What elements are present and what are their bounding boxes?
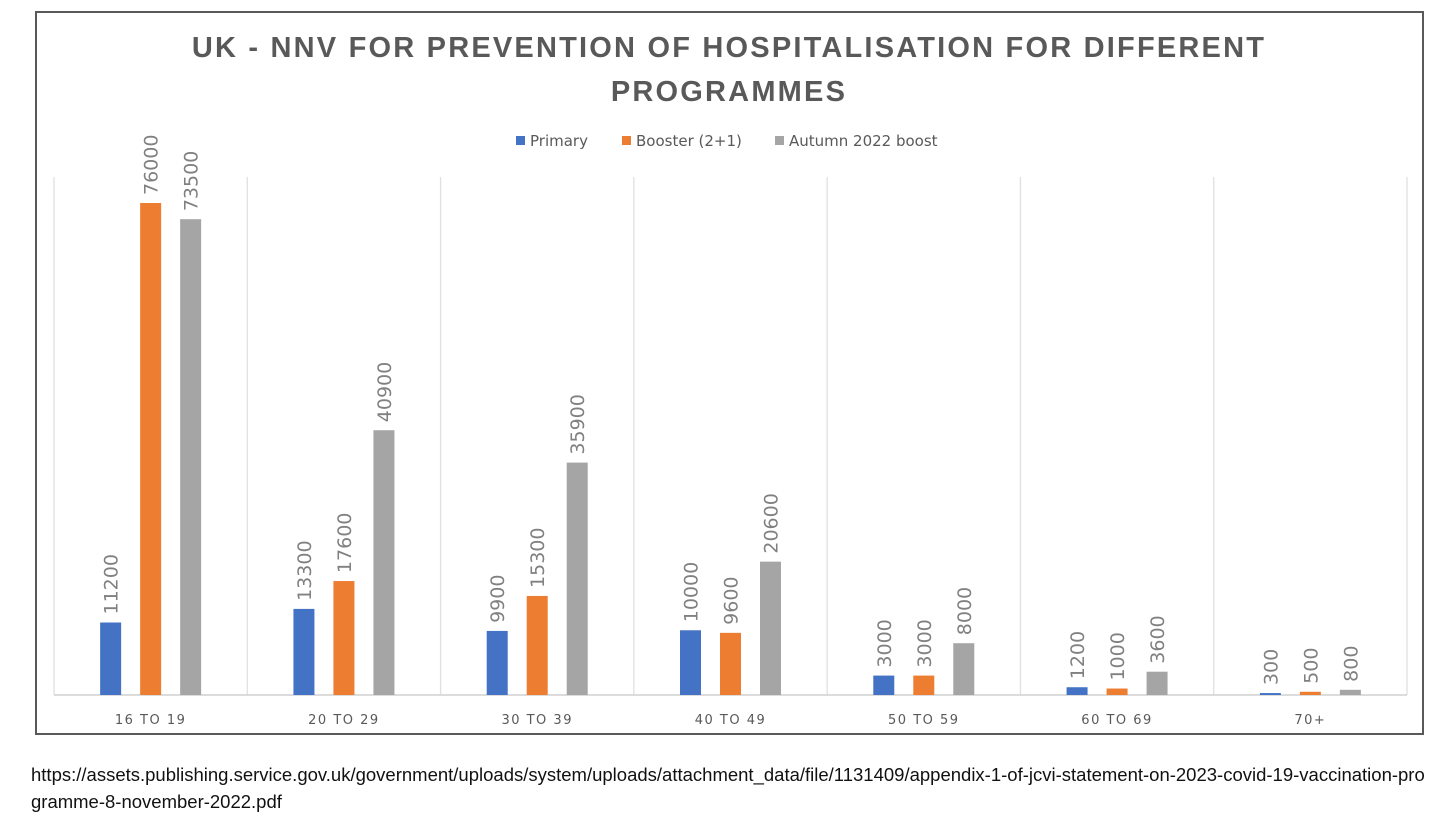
data-label: 76000: [141, 135, 163, 195]
legend-label: Booster (2+1): [636, 132, 742, 150]
source-url[interactable]: https://assets.publishing.service.gov.uk…: [31, 764, 1425, 812]
data-label: 15300: [527, 527, 549, 587]
bar: [566, 462, 588, 695]
data-label: 1200: [1067, 631, 1089, 679]
legend-swatch: [516, 136, 525, 145]
data-label: 40900: [374, 362, 396, 422]
legend-swatch: [622, 136, 631, 145]
x-tick-label: 30 TO 39: [501, 713, 573, 728]
data-label: 1000: [1107, 632, 1129, 680]
chart-title-line-2: PROGRAMMES: [611, 76, 847, 108]
legend-label: Primary: [530, 132, 588, 150]
bar: [913, 675, 935, 695]
bar: [680, 630, 701, 695]
x-tick-label: 20 TO 29: [308, 713, 380, 728]
bar: [953, 643, 975, 695]
bar: [140, 203, 162, 695]
bar: [1106, 688, 1128, 695]
data-label: 500: [1300, 647, 1322, 683]
data-label: 13300: [294, 540, 316, 600]
bar: [1259, 693, 1281, 695]
bar: [1299, 691, 1321, 695]
x-tick-label: 60 TO 69: [1081, 713, 1153, 728]
data-label: 3600: [1147, 615, 1169, 663]
bar: [1339, 689, 1361, 695]
data-label: 800: [1340, 646, 1362, 682]
x-axis-ticks: 16 TO 19 20 TO 29 30 TO 39 40 TO 49 50 TO 59…: [115, 713, 1326, 728]
bar: [333, 581, 355, 695]
data-label: 9900: [487, 575, 509, 623]
chart-frame: UK - NNV FOR PREVENTION OF HOSPITALISATI…: [35, 11, 1424, 735]
bar: [373, 430, 395, 695]
data-label: 10000: [681, 562, 703, 622]
chart-title-line-1: UK - NNV FOR PREVENTION OF HOSPITALISATI…: [192, 32, 1266, 64]
x-tick-label: 16 TO 19: [115, 713, 187, 728]
data-label: 9600: [721, 576, 743, 624]
chart-title: UK - NNV FOR PREVENTION OF HOSPITALISATI…: [192, 32, 1266, 108]
data-label: 3000: [914, 619, 936, 667]
data-label: 3000: [874, 619, 896, 667]
x-tick-label: 50 TO 59: [888, 713, 960, 728]
chart-legend: Primary Booster (2+1) Autumn 2022 boost: [516, 132, 938, 150]
bar: [293, 608, 315, 695]
bar: [873, 675, 895, 695]
data-label: 35900: [567, 394, 589, 454]
data-label: 8000: [954, 587, 976, 635]
bar: [526, 595, 548, 695]
chart-data-labels: 11200 76000 73500 13300 17600 40900 9900 15300 3…: [101, 135, 1363, 686]
data-label: 11200: [101, 554, 123, 614]
legend-swatch: [775, 136, 784, 145]
bar: [486, 630, 508, 695]
legend-label: Autumn 2022 boost: [789, 132, 938, 150]
bar: [180, 219, 202, 695]
data-label: 73500: [181, 151, 203, 211]
x-tick-label: 40 TO 49: [695, 713, 767, 728]
bar: [100, 622, 122, 695]
data-label: 300: [1260, 649, 1282, 685]
data-label: 20600: [761, 493, 783, 553]
data-label: 17600: [334, 513, 356, 573]
bar: [1066, 687, 1088, 695]
bar: [1146, 671, 1168, 695]
chart-bars: [100, 203, 1361, 695]
x-tick-label: 70+: [1294, 713, 1326, 728]
bar: [760, 561, 781, 695]
bar: [720, 632, 741, 695]
bar-chart: UK - NNV FOR PREVENTION OF HOSPITALISATI…: [53, 32, 1408, 728]
